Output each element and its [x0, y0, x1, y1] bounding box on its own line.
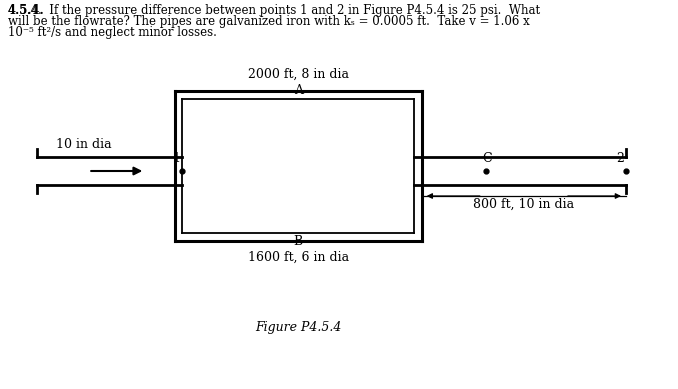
- Text: will be the flowrate? The pipes are galvanized iron with kₛ = 0.0005 ft.  Take v: will be the flowrate? The pipes are galv…: [8, 15, 530, 28]
- Text: 2: 2: [616, 152, 624, 165]
- Text: 2000 ft, 8 in dia: 2000 ft, 8 in dia: [247, 68, 348, 81]
- Text: C: C: [483, 152, 492, 165]
- Text: 10 in dia: 10 in dia: [56, 138, 111, 151]
- Text: 4.5.4.  If the pressure difference between points 1 and 2 in Figure P4.5.4 is 25: 4.5.4. If the pressure difference betwee…: [8, 4, 540, 17]
- Text: Figure P4.5.4: Figure P4.5.4: [255, 321, 342, 334]
- Text: A: A: [294, 84, 303, 97]
- Text: 1600 ft, 6 in dia: 1600 ft, 6 in dia: [247, 251, 348, 264]
- Text: B: B: [294, 235, 303, 248]
- Text: 4.5.4.: 4.5.4.: [8, 4, 45, 17]
- Text: 10⁻⁵ ft²/s and neglect minor losses.: 10⁻⁵ ft²/s and neglect minor losses.: [8, 26, 217, 39]
- Text: 1: 1: [172, 152, 180, 165]
- Text: 800 ft, 10 in dia: 800 ft, 10 in dia: [473, 198, 574, 211]
